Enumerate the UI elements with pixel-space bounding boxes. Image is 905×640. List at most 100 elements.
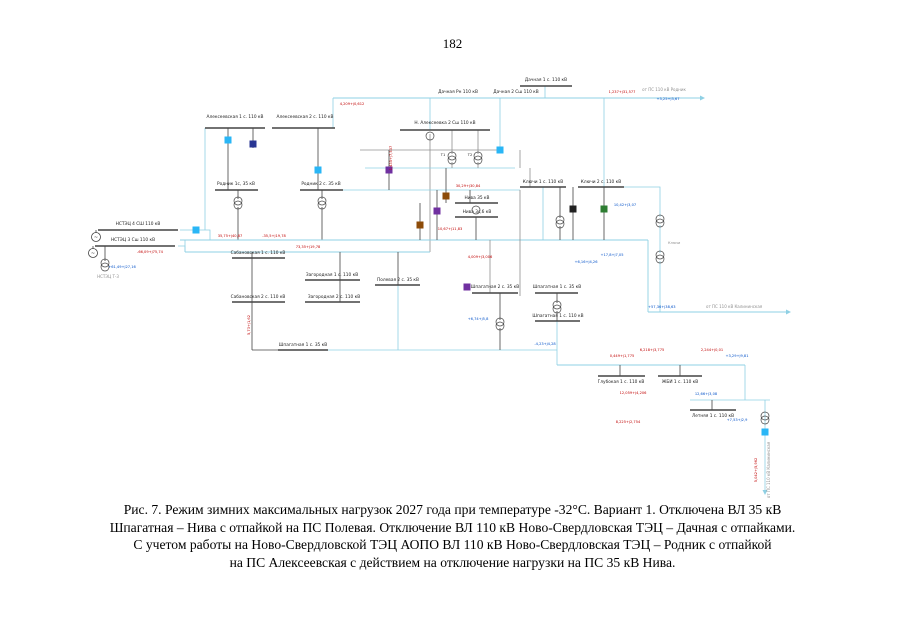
transformer-icon [447,155,457,165]
diagram-label: Нива 35 кВ [465,195,490,201]
transformer-icon [495,317,505,327]
diagram-label: 1,237+j31,577 [609,90,636,94]
arrow-head [786,309,791,315]
diagram-label: Шпагатная 2 с. 35 кВ [471,284,519,290]
diagram-label: 35,75+j40,87 [218,234,243,238]
power-line [624,186,661,217]
transformer-icon [552,304,562,314]
diagram-label: от ПС 110 кВ Калининская [766,441,771,498]
diagram-label: НСТЭЦ Т-3 [97,274,119,279]
diagram-label: +6,16+j4,26 [574,260,598,264]
transformer-icon [552,300,562,310]
diagram-label: Сабановская 2 с. 110 кВ [231,294,286,300]
breaker-square [249,140,257,148]
transformer-icon [447,151,457,161]
diagram-label: Н. Алексеевка 2 Сш 110 кВ [414,120,475,126]
diagram-label: -66,09+j75,74 [137,250,164,254]
diagram-label: 0,449+j1,775 [610,354,635,358]
diagram-label: -35,5+j19,78 [262,234,286,238]
diagram-label: ЖБИ 1 с. 110 кВ [662,379,699,385]
breaker-square [314,166,322,174]
diagram-label: -4,23+j4,28 [534,342,556,346]
diagram-label: Загородная 1 с. 110 кВ [306,272,358,278]
diagram-label: НСТЭЦ 4 СШ 110 кВ [116,221,161,227]
breaker-square [385,166,393,174]
transformer-icon [100,262,110,272]
diagram-label: 8,225+j2,754 [616,420,641,424]
transformer-icon [655,254,665,264]
diagram-label: НСТЭЦ 3 Сш 110 кВ [111,237,155,243]
breaker-square [442,192,450,200]
diagram-label: 12,059+j4,206 [620,391,648,395]
breaker-square [463,283,471,291]
diagram-label: от ПС 110 кВ Родник [642,87,686,92]
arrow-head [700,95,705,101]
diagram-label: 5,73+j1,62 [247,315,251,335]
diagram-label: Родник 1с, 35 кВ [217,181,255,187]
diagram-label: +3,29+j9,81 [725,354,748,358]
diagram-label: +7,53+j2,9 [727,418,748,422]
figure-caption-line: Шпагатная – Нива с отпайкой на ПС Полева… [109,519,796,535]
transformer-icon [760,415,770,425]
generator-icon [88,248,98,258]
transformer-icon [471,205,481,215]
diagram-label: Родник 2 с. 35 кВ [301,181,340,187]
diagram-label: Дачная Рн 110 кВ [438,89,478,95]
diagram-label: 10,42+j3,07 [614,203,636,207]
diagram-label: Сабановская 1 с. 110 кВ [231,250,286,256]
generator-tilde: ~ [91,251,95,257]
diagram-label: 2,244+j0,01 [701,348,723,352]
diagram-label: Дачная 1 с. 110 кВ [525,77,567,83]
transformer-icon [233,200,243,210]
transformer-icon [425,131,435,141]
diagram-label: 1,435+j7,537 [389,146,393,171]
diagram-label: Глубокая 1 с. 110 кВ [598,379,645,385]
diagram-label: 30,29+j30,84 [456,184,481,188]
diagram-label: Алексеевская 2 с. 110 кВ [277,114,334,120]
diagram-label: Нива 3с,6 кВ [463,209,492,215]
figure-caption-line: С учетом работы на Ново-Свердловской ТЭЦ… [133,537,772,553]
diagram-label: Алексеевская 1 с. 110 кВ [207,114,264,120]
figure-caption-line: Рис. 7. Режим зимних максимальных нагруз… [123,502,782,517]
diagram-label: Шпагатная 1 с. 35 кВ [533,284,581,290]
transformer-icon [655,250,665,260]
transformer-icon [317,200,327,210]
diagram-label: 10,67+j11,83 [438,227,463,231]
transformer-icon [495,321,505,331]
diagram-label: Летняя 1 с. 110 кВ [692,413,734,419]
diagram-label: 5,042+j5,962 [754,458,758,483]
transformer-icon [233,196,243,206]
breaker-square [224,136,232,144]
diagram-label: +17,8+j7,05 [600,253,623,257]
page-number: 182 [442,36,463,51]
power-line [178,245,186,252]
transformer-icon [473,155,483,165]
diagram-label: 4,209+j0,612 [340,102,365,106]
diagram-label: Ключи 2 с. 110 кВ [581,179,621,185]
diagram-label: +6,74+j5,8 [468,317,489,321]
breaker-square [761,428,769,436]
transformer-icon [655,218,665,228]
diagram-label: 12,66+j3,08 [695,392,718,396]
generator-icon [91,232,101,242]
transformer-icon [100,258,110,268]
transformer-icon [655,214,665,224]
transformer-icon [555,215,565,225]
figure-caption-line: на ПС Алексеевская с действием на отключ… [229,554,676,570]
transformer-icon [760,411,770,421]
generator-tilde: ~ [94,235,98,241]
transformer-icon [555,219,565,229]
diagram-label: +57,36+j38,63 [648,305,676,309]
breaker-square [433,207,441,215]
diagram-label: Т2 [467,153,472,157]
arrow-head [762,490,768,495]
diagram-label: 6,218+j3,775 [640,348,665,352]
breaker-square [192,226,200,234]
diagram-label: Ключи 1 с. 110 кВ [523,179,563,185]
figure-caption: Рис. 7. Режим зимних максимальных нагруз… [42,501,863,571]
diagram-label: Полевая 2 с. 35 кВ [377,277,419,283]
diagram-label: Т1 [440,153,445,157]
diagram-label: Шпагатная 1 с. 110 кВ [532,313,583,319]
diagram-label: +3,25+j3,67 [656,97,679,101]
